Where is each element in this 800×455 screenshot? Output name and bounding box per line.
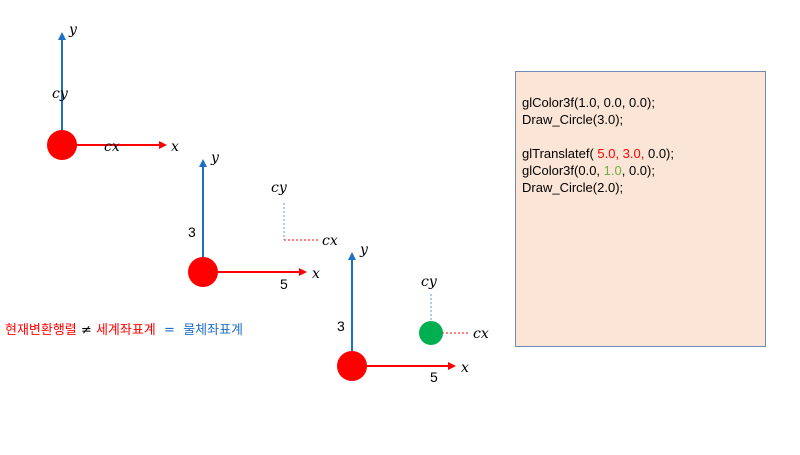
code-line-3: glTranslatef( 5.0, 3.0, 0.0); [522, 145, 765, 162]
caption-object-coords: 물체좌표계 [183, 323, 244, 338]
code-blank-line [522, 128, 765, 145]
caption-eq: = [164, 323, 175, 338]
cy-label-2: cy [271, 180, 288, 196]
green-circle [419, 321, 443, 345]
code-line-1: glColor3f(1.0, 0.0, 0.0); [522, 95, 655, 110]
caption-world-coords: 세계좌표계 [95, 323, 156, 338]
code-line-3-values: 5.0, 3.0, [597, 146, 645, 161]
cy-label-3: cy [421, 274, 438, 290]
y-label-2: y [210, 150, 220, 166]
caption: 현재변환행렬 ≠ 세계좌표계 = 물체좌표계 [5, 319, 243, 338]
red-circle-3 [337, 351, 367, 381]
diagram-3: y x 3 5 cy cx [337, 242, 489, 385]
caption-neq: ≠ [80, 323, 92, 338]
red-circle-1 [47, 130, 77, 160]
code-line-4-pre: glColor3f(0.0, [522, 163, 604, 178]
red-circle-2 [188, 257, 218, 287]
ty-value-3: 3 [337, 318, 345, 334]
code-line-4: glColor3f(0.0, 1.0, 0.0); [522, 162, 765, 179]
code-line-5: Draw_Circle(2.0); [522, 180, 624, 195]
cx-label-1: cx [104, 139, 120, 155]
code-line-3-pre: glTranslatef( [522, 146, 598, 161]
x-label-2: x [312, 266, 320, 282]
tx-value-3: 5 [430, 369, 438, 385]
ty-value-2: 3 [188, 224, 196, 240]
y-label-3: y [359, 242, 369, 258]
cy-label-1: cy [52, 86, 69, 102]
x-label-3: x [461, 360, 469, 376]
code-line-2: Draw_Circle(3.0); [522, 112, 624, 127]
cx-label-3: cx [473, 326, 489, 342]
diagram-2: y x 3 5 cy cx [188, 150, 338, 292]
code-line-3-post: 0.0); [644, 146, 674, 161]
code-line-4-post: , 0.0); [621, 163, 655, 178]
diagram-1: y x cy cx [47, 22, 179, 160]
caption-current-matrix: 현재변환행렬 [5, 323, 77, 338]
y-label-1: y [68, 22, 78, 38]
cx-label-2: cx [322, 233, 338, 249]
tx-value-2: 5 [280, 276, 288, 292]
code-box: glColor3f(1.0, 0.0, 0.0); Draw_Circle(3.… [515, 71, 766, 347]
x-label-1: x [171, 139, 179, 155]
code-line-4-green: 1.0 [603, 163, 622, 178]
